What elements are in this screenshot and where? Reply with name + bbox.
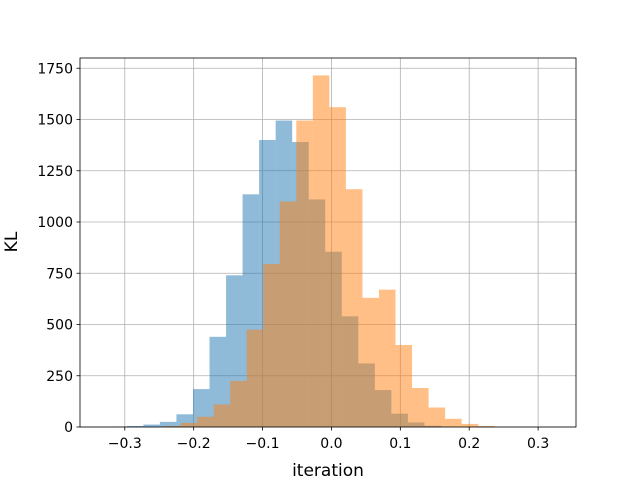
x-tick-label: 0.2	[458, 436, 480, 452]
histogram-bar-series-2	[478, 425, 495, 427]
y-tick-label: 1500	[37, 113, 73, 129]
y-tick-label: 500	[46, 318, 73, 334]
x-axis-label: iteration	[292, 461, 364, 480]
histogram-bar-series-2	[445, 418, 462, 427]
histogram-bar-series-2	[180, 422, 198, 427]
histogram-bar-series-1	[159, 421, 177, 427]
x-tick-label: 0.0	[320, 436, 342, 452]
histogram-bar-series-2	[263, 264, 280, 427]
y-tick-label: 1250	[37, 164, 73, 180]
histogram-bar-series-2	[345, 189, 363, 427]
histogram-bar-series-2	[296, 120, 313, 428]
x-tick-label: 0.3	[527, 436, 549, 452]
histogram-bar-series-2	[428, 407, 446, 427]
y-tick-label: 1750	[37, 61, 73, 77]
histogram-bar-series-2	[378, 289, 396, 427]
histogram-bar-series-2	[279, 201, 297, 427]
histogram-bar-series-2	[246, 329, 264, 427]
x-tick-label: 0.1	[389, 436, 411, 452]
histogram-bar-series-2	[164, 425, 181, 427]
histogram-bars	[93, 75, 495, 428]
y-tick-label: 0	[64, 420, 73, 436]
y-tick-label: 750	[46, 266, 73, 282]
histogram-bar-series-2	[412, 388, 429, 427]
histogram-bar-series-1	[143, 424, 160, 427]
histogram-bar-series-2	[230, 380, 247, 427]
histogram-bar-series-2	[329, 107, 346, 427]
x-tick-label: −0.3	[108, 436, 142, 452]
axis-ticks: −0.3 −0.2 −0.1 0.0 0.1 0.2 0.3 0 250 500 750 1000 12…	[37, 61, 549, 452]
plot-frame	[79, 57, 577, 428]
histogram-bar-series-2	[395, 345, 413, 427]
histogram-bar-series-2	[312, 75, 330, 428]
y-tick-label: 1000	[37, 215, 73, 231]
x-tick-label: −0.1	[246, 436, 280, 452]
histogram-bar-series-2	[213, 404, 231, 427]
histogram-bar-series-2	[461, 423, 479, 427]
y-tick-label: 250	[46, 369, 73, 385]
histogram-bar-series-2	[197, 416, 214, 427]
y-axis-label: KL	[2, 231, 22, 252]
histogram-bar-series-1	[126, 425, 144, 427]
histogram-bar-series-2	[362, 297, 379, 427]
x-tick-label: −0.2	[177, 436, 211, 452]
